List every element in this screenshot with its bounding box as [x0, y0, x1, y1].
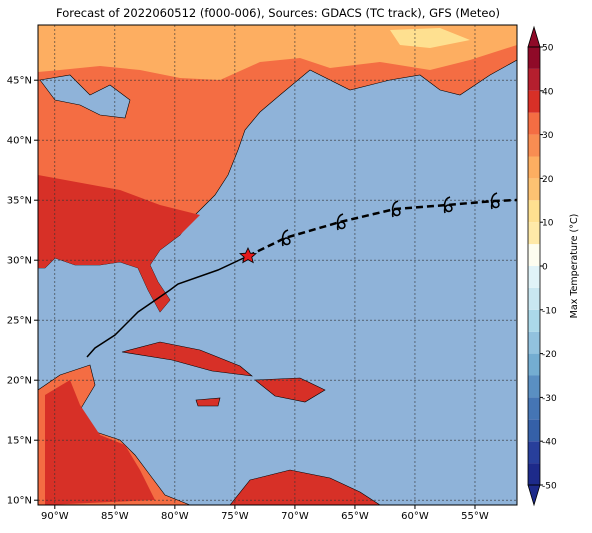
- colorbar-tick-label: -30: [542, 394, 557, 404]
- colorbar-tick-label: -20: [542, 350, 557, 360]
- y-tick-label: 30°N: [7, 256, 32, 267]
- colorbar-bin: [528, 266, 540, 288]
- y-tick-label: 40°N: [7, 136, 32, 147]
- colorbar-label: Max Temperature (°C): [569, 214, 580, 319]
- colorbar-tick-label: -10: [542, 306, 557, 316]
- colorbar: -50 -40 -30 -20 -10 0 10 20 30 40 50 Max Temperatur…: [527, 25, 580, 507]
- colorbar-bin: [528, 397, 540, 420]
- colorbar-tick-label: 30: [542, 131, 554, 141]
- y-tick-label: 25°N: [7, 316, 32, 327]
- y-tick-label: 15°N: [7, 436, 32, 447]
- colorbar-bin: [528, 90, 540, 113]
- map-area: [38, 25, 517, 505]
- land-south-america: [229, 469, 381, 505]
- land-jamaica: [195, 397, 221, 407]
- land-cuba: [121, 341, 253, 377]
- colorbar-bin: [528, 287, 540, 310]
- colorbar-bin: [528, 134, 540, 157]
- y-tick-label: 45°N: [7, 76, 32, 87]
- y-tick-label: 10°N: [7, 496, 32, 507]
- map-title: Forecast of 2022060512 (f000-006), Sourc…: [56, 6, 500, 20]
- colorbar-extend-min: [527, 484, 541, 507]
- colorbar-bin: [528, 441, 540, 464]
- colorbar-tick-label: 20: [542, 175, 554, 185]
- graticule: [38, 25, 517, 505]
- track-past: [86, 255, 249, 358]
- x-tick-label: 90°W: [41, 511, 69, 522]
- colorbar-tick-label: 40: [542, 87, 554, 97]
- colorbar-bin: [528, 309, 540, 332]
- land-central-hot: [45, 380, 155, 505]
- x-tick-label: 85°W: [101, 511, 129, 522]
- colorbar-extend-max: [527, 25, 541, 48]
- y-tick-label: 20°N: [7, 376, 32, 387]
- map-frame: [37, 24, 518, 506]
- x-tick-label: 65°W: [341, 511, 369, 522]
- current-position: [239, 247, 257, 264]
- land-hot: [38, 175, 200, 312]
- colorbar-tick-label: 0: [542, 263, 548, 273]
- land-cold: [390, 28, 470, 48]
- colorbar-tick-label: 10: [542, 219, 554, 229]
- x-tick-label: 55°W: [461, 511, 489, 522]
- x-tick-label: 75°W: [221, 511, 249, 522]
- colorbar-tick-label: 50: [542, 44, 554, 54]
- colorbar-bin: [528, 178, 540, 201]
- land-hispaniola: [254, 377, 326, 403]
- colorbar-tick-label: -40: [542, 438, 557, 448]
- colorbar-tick-label: -50: [542, 482, 557, 492]
- colorbar-bin: [528, 47, 540, 69]
- x-tick-label: 70°W: [281, 511, 309, 522]
- colorbar-bin: [528, 222, 540, 245]
- colorbar-bin: [528, 331, 540, 354]
- colorbar-bin: [528, 375, 540, 398]
- y-tick-label: 35°N: [7, 196, 32, 207]
- great-lakes: [39, 74, 131, 119]
- colorbar-bin: [528, 68, 540, 91]
- x-tick-label: 80°W: [161, 511, 189, 522]
- x-tick-label: 60°W: [401, 511, 429, 522]
- colorbar-bin: [528, 112, 540, 135]
- colorbar-bin: [528, 353, 540, 376]
- colorbar-bin: [528, 244, 540, 266]
- colorbar-bin: [528, 200, 540, 223]
- colorbar-bin: [528, 463, 540, 485]
- storm-symbols: [281, 192, 500, 247]
- colorbar-bin: [528, 419, 540, 442]
- colorbar-bin: [528, 156, 540, 179]
